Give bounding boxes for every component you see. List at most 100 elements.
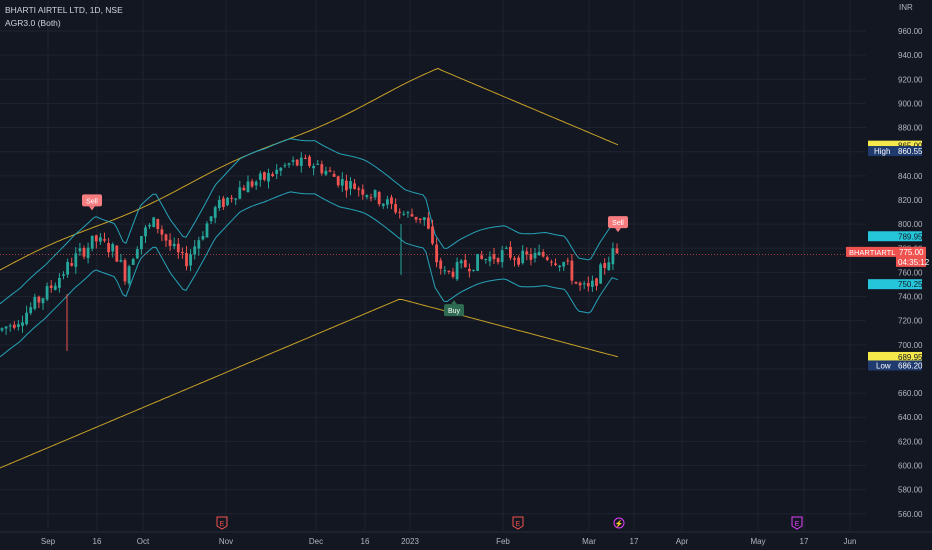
candle-body	[586, 283, 590, 287]
candle-body	[140, 236, 143, 250]
candle-body	[185, 253, 188, 267]
candle-body	[509, 246, 512, 258]
candle-body	[373, 190, 377, 198]
price-tick-label: 880.00	[898, 124, 923, 133]
candle-body	[279, 167, 283, 171]
candle-body	[591, 280, 594, 287]
candle-body	[230, 197, 233, 199]
event-markers: E E ⚡ E	[216, 516, 803, 530]
candle-body	[472, 269, 475, 271]
last-price: 775.00	[899, 248, 924, 257]
candle-body	[582, 283, 586, 285]
lower-outer-tag-value: 689.95	[898, 353, 923, 362]
outer-band	[0, 67, 619, 469]
candle-body	[111, 244, 115, 252]
candle-body	[492, 254, 496, 260]
candle-body	[250, 181, 254, 187]
candle-body	[275, 169, 279, 174]
candle-body	[349, 181, 352, 189]
price-tick-label: 800.00	[898, 220, 923, 229]
candle-body	[390, 197, 393, 204]
candle-body	[176, 243, 180, 253]
candle-body	[369, 197, 373, 199]
symbol-tag-bg	[846, 246, 896, 257]
candle-body	[254, 181, 258, 186]
time-tick-label: 17	[630, 537, 639, 546]
event-shape	[791, 516, 803, 530]
candle-body	[328, 170, 332, 172]
time-tick-label: Feb	[496, 537, 510, 546]
candle-body	[131, 258, 135, 265]
upper-inner-tag-bg	[868, 231, 922, 242]
candle-body	[336, 176, 340, 186]
candle-body	[148, 224, 151, 227]
candlestick-series	[0, 152, 619, 351]
price-tick-label: 640.00	[898, 413, 923, 422]
candle-body	[271, 174, 274, 176]
candle-body	[525, 251, 529, 255]
inner-band	[0, 138, 619, 358]
candle-body	[119, 260, 123, 262]
candle-body	[238, 187, 242, 199]
candle-body	[45, 286, 49, 300]
candle-body	[222, 198, 225, 207]
currency-label: INR	[899, 3, 913, 12]
upper-outer-tag-bg	[868, 140, 922, 151]
candle-body	[70, 263, 74, 266]
upper-outer-band	[0, 67, 619, 271]
candle-body	[533, 252, 537, 259]
time-axis[interactable]: Sep 16 Oct Nov Dec 16 2023 Feb Mar 17 Apr May 17 Jun	[0, 531, 932, 546]
candle-body	[447, 270, 451, 272]
candle-body	[115, 245, 119, 262]
candle-body	[209, 216, 213, 222]
candle-body	[513, 258, 516, 260]
candle-body	[410, 214, 414, 217]
indicator-title[interactable]: AGR3.0 (Both)	[5, 18, 61, 28]
candle-body	[365, 195, 369, 197]
candle-body	[41, 298, 45, 304]
candle-body	[144, 227, 147, 237]
countdown: 04:35:12	[898, 258, 930, 267]
low-label: Low	[876, 361, 891, 370]
candle-body	[37, 296, 41, 303]
candle-body	[394, 203, 397, 213]
candle-body	[242, 187, 246, 191]
candle-body	[201, 236, 205, 240]
high-tag-bg	[868, 146, 922, 157]
lower-outer-band	[0, 298, 619, 469]
candle-body	[17, 324, 20, 328]
last-price-bg	[896, 246, 926, 267]
candle-body	[537, 251, 541, 256]
candle-body	[291, 160, 295, 162]
price-tick-label: 820.00	[898, 196, 923, 205]
time-tick-label: 2023	[401, 537, 419, 546]
candle-body	[476, 253, 479, 271]
candle-body	[213, 207, 217, 218]
price-tick-label: 900.00	[898, 99, 923, 108]
candle-body	[168, 239, 172, 246]
candle-body	[414, 216, 418, 220]
candle-body	[345, 180, 348, 191]
lower-outer-tag-bg	[868, 351, 922, 362]
candle-body	[402, 213, 406, 215]
low-tag-bg	[868, 360, 922, 371]
candle-body	[377, 192, 381, 205]
upper-inner-band	[0, 138, 619, 305]
candle-body	[574, 281, 578, 284]
candle-body	[431, 226, 434, 244]
time-tick-label: 16	[361, 537, 370, 546]
price-tick-label: 740.00	[898, 293, 923, 302]
symbol-title[interactable]: BHARTI AIRTEL LTD, 1D, NSE	[5, 5, 123, 15]
lower-inner-tag-value: 750.25	[898, 280, 923, 289]
candle-body	[283, 165, 287, 167]
price-axis[interactable]: INR 960.00 940.00 920.00 900.00 880.00 840.00 8…	[866, 0, 932, 550]
candle-body	[156, 218, 160, 230]
signal-label: Sell	[612, 220, 624, 227]
price-tick-label: 760.00	[898, 268, 923, 277]
price-tick-label: 620.00	[898, 437, 923, 446]
candle-body	[287, 163, 291, 165]
price-tick-label: 920.00	[898, 75, 923, 84]
earnings-event-icon: E	[216, 516, 228, 530]
candle-body	[545, 257, 549, 260]
